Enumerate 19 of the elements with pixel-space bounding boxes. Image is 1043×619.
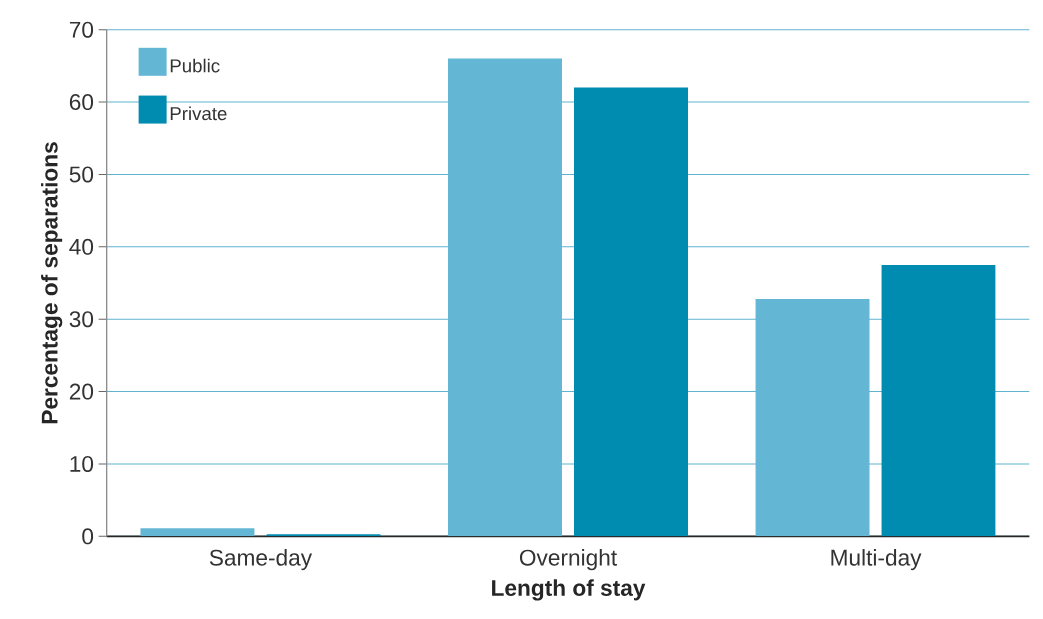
x-axis-title: Length of stay xyxy=(492,579,646,601)
x-tick-label: Overnight xyxy=(519,549,617,571)
legend-label: Private xyxy=(170,106,227,121)
bar xyxy=(881,264,996,537)
y-tick-label: 50 xyxy=(69,166,94,183)
x-tick-label: Same-day xyxy=(209,549,313,571)
legend-label: Public xyxy=(170,58,220,73)
y-tick-label: 60 xyxy=(69,94,94,111)
bar xyxy=(574,87,688,537)
y-tick-label: 70 xyxy=(69,21,94,38)
y-tick-label: 0 xyxy=(82,528,94,545)
bar xyxy=(140,528,255,537)
y-tick-label: 40 xyxy=(69,238,94,255)
y-tick-label: 10 xyxy=(70,455,94,472)
y-axis-title: Percentage of separations xyxy=(41,142,63,424)
y-tick-label: 30 xyxy=(69,311,94,328)
y-tick-label: 20 xyxy=(69,383,94,400)
bar xyxy=(266,534,381,537)
x-tick-label: Multi-day xyxy=(831,549,922,571)
